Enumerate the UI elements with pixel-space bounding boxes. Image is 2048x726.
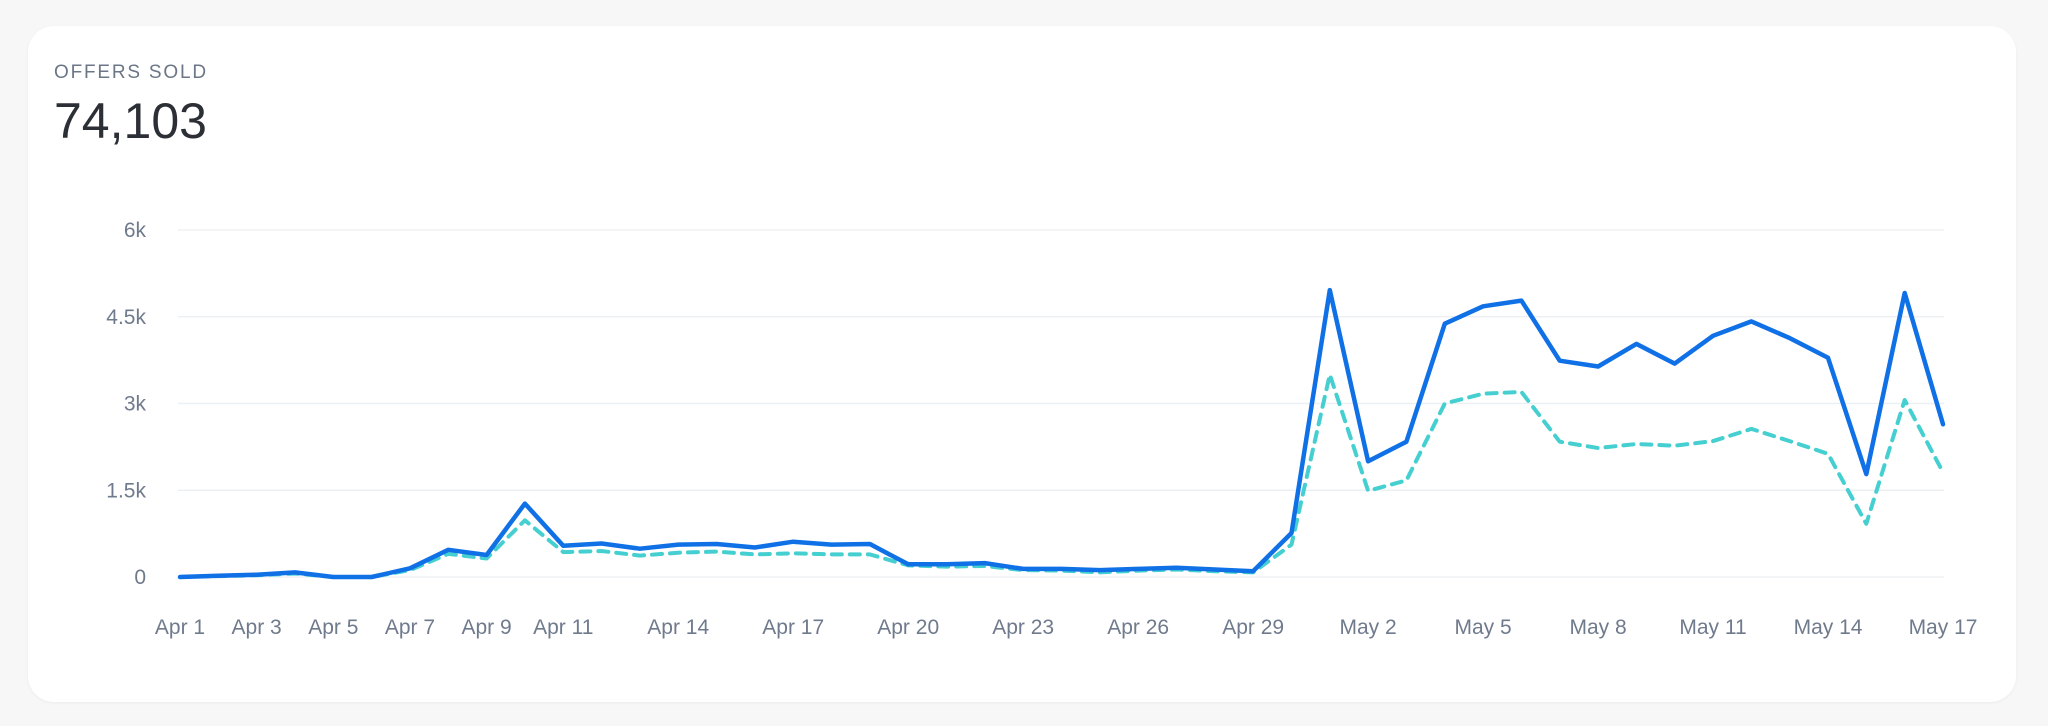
x-tick-label: May 11 — [1679, 616, 1746, 639]
y-tick-label: 6k — [124, 219, 147, 242]
x-tick-label: Apr 17 — [762, 616, 824, 639]
x-tick-label: Apr 9 — [462, 616, 512, 639]
grid — [178, 229, 1944, 578]
series-line-solid — [177, 287, 1946, 580]
x-tick-label: Apr 14 — [647, 616, 709, 639]
x-tick-label: May 5 — [1454, 616, 1511, 639]
x-tick-label: May 8 — [1569, 616, 1626, 639]
y-tick-label: 3k — [124, 393, 147, 416]
x-tick-label: Apr 20 — [877, 616, 939, 639]
x-tick-label: May 17 — [1909, 616, 1978, 639]
series-line-dashed — [178, 372, 1945, 579]
x-tick-label: Apr 1 — [155, 616, 205, 639]
y-axis-ticks: 0 1.5k 3k 4.5k 6k — [106, 219, 146, 589]
x-tick-label: Apr 7 — [385, 616, 435, 639]
x-tick-label: Apr 29 — [1222, 616, 1284, 639]
offers-sold-card — [28, 26, 2016, 702]
x-tick-label: Apr 5 — [308, 616, 358, 639]
y-tick-label: 0 — [134, 566, 146, 589]
x-tick-label: Apr 23 — [992, 616, 1054, 639]
x-tick-label: May 14 — [1794, 616, 1863, 639]
x-axis-ticks: Apr 1 Apr 3 Apr 5 Apr 7 Apr 9 Apr 11 Apr 14 Apr… — [155, 616, 1978, 639]
x-tick-label: Apr 26 — [1107, 616, 1169, 639]
y-tick-label: 1.5k — [106, 479, 146, 502]
total-value: 74,103 — [54, 93, 207, 149]
x-tick-label: May 2 — [1340, 616, 1397, 639]
x-tick-label: Apr 3 — [232, 616, 282, 639]
card-title: OFFERS SOLD — [54, 62, 208, 83]
y-tick-label: 4.5k — [106, 306, 146, 329]
series-lines — [177, 287, 1946, 580]
x-tick-label: Apr 11 — [533, 616, 593, 639]
